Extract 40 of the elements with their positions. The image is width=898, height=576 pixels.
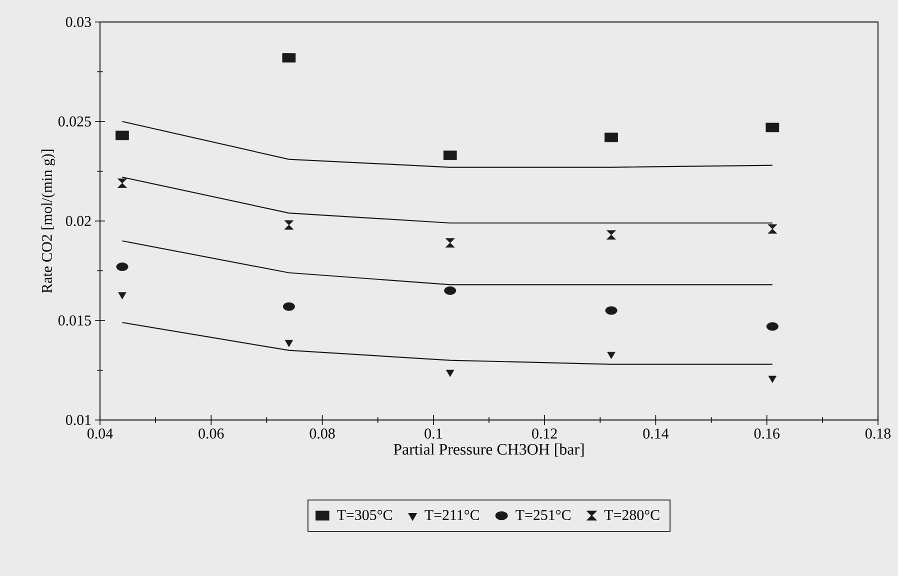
point [443, 150, 457, 160]
point [766, 322, 778, 331]
legend-label: T=305°C [337, 510, 392, 520]
x-tick-label: 0.06 [198, 428, 224, 439]
y-tick-label: 0.01 [66, 414, 91, 426]
point [446, 370, 454, 377]
point [284, 340, 294, 348]
legend-label: T=251°C [516, 510, 570, 520]
point [284, 220, 294, 230]
point [605, 306, 618, 315]
point [766, 122, 780, 132]
x-axis-title: Partial Pressure CH3OH [bar] [394, 443, 584, 457]
point [116, 262, 128, 272]
x-tick-label: 0.16 [754, 428, 780, 439]
y-tick-label: 0.03 [66, 16, 91, 28]
line-series [122, 120, 773, 168]
point [768, 224, 778, 234]
point [116, 130, 129, 140]
x-tick-label: 0.18 [865, 428, 891, 439]
x-tick-label: 0.12 [532, 428, 557, 439]
point [606, 230, 616, 240]
y-tick-label: 0.015 [58, 315, 91, 326]
x-tick-label: 0.08 [310, 428, 335, 439]
point [768, 376, 777, 383]
point [118, 178, 127, 188]
y-tick-label: 0.02 [66, 216, 91, 226]
line-series [122, 322, 773, 365]
point [118, 292, 126, 300]
legend-label: T=211°C [424, 510, 479, 520]
x-tick-label: 0.04 [87, 428, 113, 439]
point [444, 286, 456, 295]
y-tick-label: 0.025 [58, 116, 91, 127]
x-tick-label: 0.1 [424, 428, 442, 439]
y-axis-title: Rate CO2 [mol/(min g)] [41, 150, 56, 293]
point [282, 302, 295, 311]
point [445, 238, 455, 248]
legend-label: T=280°C [604, 510, 660, 520]
x-tick-label: 0.14 [643, 428, 669, 439]
point [607, 352, 616, 360]
point [604, 132, 618, 142]
